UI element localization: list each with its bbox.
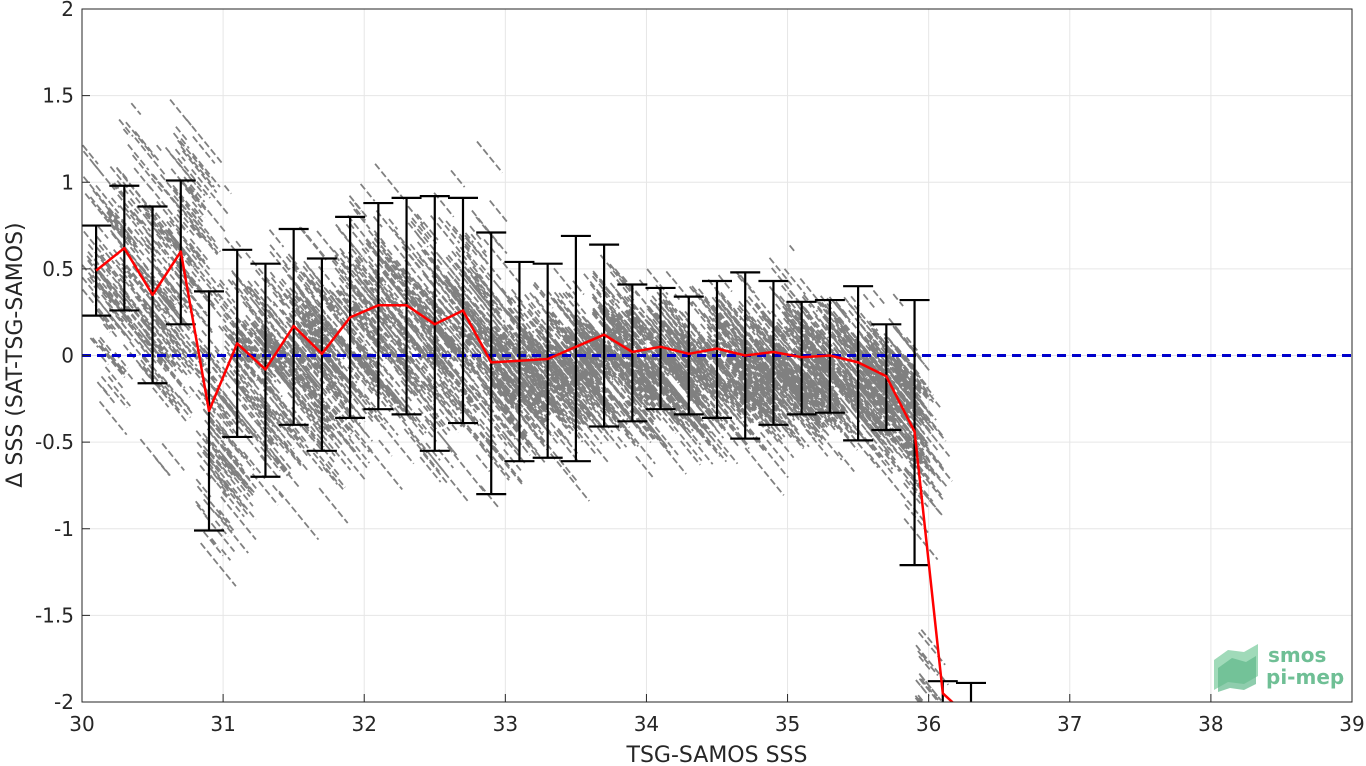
x-tick-label: 37 <box>1057 712 1082 736</box>
scatter-streaks <box>82 99 953 702</box>
y-tick-label: -1 <box>54 517 74 541</box>
y-tick-label: 0.5 <box>42 257 74 281</box>
y-tick-label: 1 <box>61 170 74 194</box>
error-bar <box>645 286 676 411</box>
error-bar <box>956 681 986 702</box>
x-tick-label: 34 <box>634 712 659 736</box>
logo-line1: smos <box>1268 643 1326 667</box>
logo-mark-icon <box>1214 644 1258 692</box>
x-tick-label: 31 <box>210 712 235 736</box>
error-bar <box>560 234 591 463</box>
y-tick-label: -1.5 <box>35 603 74 627</box>
x-axis-title: TSG-SAMOS SSS <box>626 743 808 766</box>
y-tick-labels: 2 1.5 1 0.5 0 -0.5 -1 -1.5 -2 <box>35 0 74 714</box>
mean-line <box>95 246 955 702</box>
error-bar <box>673 295 704 416</box>
y-axis-title: Δ SSS (SAT-TSG-SAMOS) <box>3 222 28 487</box>
smos-pimep-logo: smos pi-mep <box>1214 643 1344 692</box>
x-tick-label: 38 <box>1198 712 1223 736</box>
error-bar <box>532 262 563 459</box>
y-tick-label: 2 <box>61 0 74 21</box>
x-tick-label: 30 <box>69 712 94 736</box>
scatter-points <box>82 99 953 702</box>
y-tick-label: 0 <box>61 344 74 368</box>
x-tick-label: 33 <box>493 712 518 736</box>
x-tick-label: 36 <box>916 712 941 736</box>
x-tick-label: 39 <box>1339 712 1364 736</box>
x-tick-label: 32 <box>351 712 376 736</box>
y-tick-label: 1.5 <box>42 84 74 108</box>
axis-ticks <box>81 8 1353 703</box>
y-tick-label: -2 <box>54 690 74 714</box>
mean-polyline <box>95 246 955 702</box>
y-tick-label: -0.5 <box>35 430 74 454</box>
logo-line2: pi-mep <box>1266 665 1344 689</box>
x-tick-label: 35 <box>775 712 800 736</box>
x-tick-labels: 30 31 32 33 34 35 36 37 38 39 <box>69 712 1364 736</box>
